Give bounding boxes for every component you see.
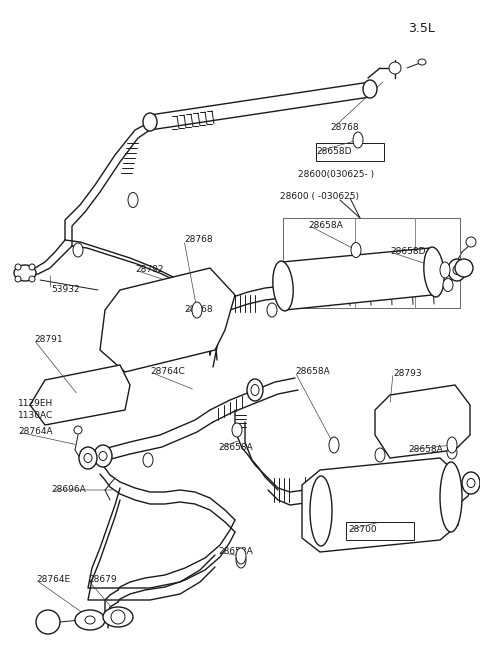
Ellipse shape bbox=[418, 59, 426, 65]
Ellipse shape bbox=[143, 453, 153, 467]
Text: A: A bbox=[462, 265, 467, 271]
Polygon shape bbox=[30, 365, 130, 425]
Polygon shape bbox=[375, 385, 470, 458]
Bar bbox=[316, 143, 384, 161]
Text: 28793: 28793 bbox=[393, 369, 421, 377]
Ellipse shape bbox=[113, 613, 123, 621]
Ellipse shape bbox=[247, 379, 263, 401]
Text: 3.5L: 3.5L bbox=[408, 22, 435, 35]
Text: 28658A: 28658A bbox=[308, 221, 343, 229]
Ellipse shape bbox=[353, 132, 363, 148]
Circle shape bbox=[455, 259, 473, 277]
Polygon shape bbox=[275, 248, 440, 310]
Ellipse shape bbox=[443, 278, 453, 291]
Ellipse shape bbox=[467, 479, 475, 487]
Circle shape bbox=[466, 237, 476, 247]
Circle shape bbox=[29, 276, 35, 282]
Ellipse shape bbox=[453, 265, 461, 274]
Text: 28791: 28791 bbox=[34, 335, 62, 345]
Ellipse shape bbox=[143, 113, 157, 131]
Ellipse shape bbox=[440, 462, 462, 532]
Ellipse shape bbox=[310, 476, 332, 546]
Ellipse shape bbox=[73, 243, 83, 257]
Circle shape bbox=[29, 264, 35, 270]
Text: 28658A: 28658A bbox=[408, 445, 443, 455]
Ellipse shape bbox=[192, 302, 202, 318]
Ellipse shape bbox=[375, 448, 385, 462]
Text: 28658A: 28658A bbox=[218, 443, 253, 453]
Text: 28679: 28679 bbox=[88, 576, 117, 584]
Ellipse shape bbox=[236, 552, 246, 568]
Ellipse shape bbox=[424, 247, 444, 297]
Ellipse shape bbox=[363, 80, 377, 98]
Ellipse shape bbox=[440, 262, 450, 278]
Ellipse shape bbox=[103, 607, 133, 627]
Ellipse shape bbox=[84, 453, 92, 462]
Text: 28768: 28768 bbox=[330, 124, 359, 132]
Ellipse shape bbox=[447, 445, 457, 459]
Ellipse shape bbox=[128, 193, 138, 208]
Text: 28764A: 28764A bbox=[18, 428, 53, 436]
Text: 28768: 28768 bbox=[184, 236, 213, 244]
Ellipse shape bbox=[267, 303, 277, 317]
Ellipse shape bbox=[232, 423, 242, 437]
Text: 28700: 28700 bbox=[348, 525, 377, 534]
Ellipse shape bbox=[94, 445, 112, 467]
Ellipse shape bbox=[111, 610, 125, 624]
Text: 1129EH: 1129EH bbox=[18, 400, 53, 409]
Ellipse shape bbox=[99, 451, 107, 460]
Text: 28658A: 28658A bbox=[295, 367, 330, 377]
Ellipse shape bbox=[251, 384, 259, 396]
Circle shape bbox=[15, 276, 21, 282]
Circle shape bbox=[389, 62, 401, 74]
Circle shape bbox=[36, 610, 60, 634]
Text: 28658D: 28658D bbox=[316, 147, 351, 157]
Ellipse shape bbox=[462, 472, 480, 494]
Text: 1130AC: 1130AC bbox=[18, 411, 53, 421]
Circle shape bbox=[15, 264, 21, 270]
Ellipse shape bbox=[79, 447, 97, 469]
Polygon shape bbox=[100, 268, 235, 372]
Ellipse shape bbox=[14, 265, 36, 281]
Text: 28768: 28768 bbox=[184, 305, 213, 314]
Text: A: A bbox=[45, 618, 51, 626]
Polygon shape bbox=[302, 458, 458, 552]
Bar bbox=[346, 522, 414, 540]
Text: 28658A: 28658A bbox=[218, 548, 253, 557]
Text: 28764E: 28764E bbox=[36, 576, 70, 584]
Ellipse shape bbox=[448, 259, 466, 281]
Ellipse shape bbox=[329, 437, 339, 453]
Ellipse shape bbox=[75, 610, 105, 630]
Text: 28792: 28792 bbox=[135, 265, 164, 274]
Text: 28600 ( -030625): 28600 ( -030625) bbox=[280, 193, 359, 202]
Ellipse shape bbox=[273, 261, 293, 311]
Ellipse shape bbox=[447, 437, 457, 453]
Text: 28764C: 28764C bbox=[150, 367, 185, 377]
Text: 28658D: 28658D bbox=[390, 248, 425, 257]
Ellipse shape bbox=[85, 616, 95, 624]
Text: 28600(030625- ): 28600(030625- ) bbox=[298, 170, 374, 179]
Circle shape bbox=[74, 426, 82, 434]
Ellipse shape bbox=[236, 548, 246, 564]
Text: 28696A: 28696A bbox=[51, 485, 86, 495]
Ellipse shape bbox=[351, 242, 361, 257]
Text: 53932: 53932 bbox=[51, 286, 80, 295]
